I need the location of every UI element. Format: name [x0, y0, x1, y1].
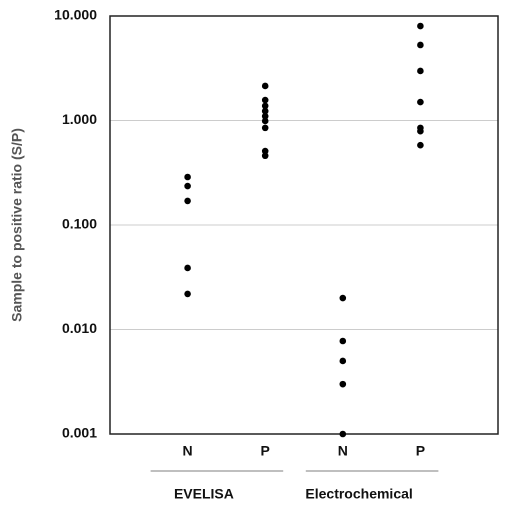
data-point: [417, 141, 424, 149]
x-tick-label: N: [338, 443, 348, 459]
data-point: [261, 117, 269, 125]
y-tick-label: 1.000: [62, 111, 97, 127]
data-point: [417, 67, 424, 75]
data-point: [261, 147, 269, 155]
data-point: [417, 22, 424, 30]
x-tick-label: P: [261, 443, 270, 459]
data-point: [261, 102, 269, 110]
x-tick-label: N: [183, 443, 193, 459]
data-point: [184, 264, 191, 272]
data-point: [417, 127, 424, 135]
y-tick-label: 10.000: [54, 7, 97, 23]
y-tick-label: 0.010: [62, 320, 97, 336]
data-point: [339, 430, 347, 438]
y-tick-label: 0.001: [62, 425, 97, 441]
data-point: [339, 294, 347, 302]
group-label: EVELISA: [174, 486, 234, 502]
data-point: [184, 182, 191, 190]
data-point: [261, 124, 269, 132]
plot-frame: [109, 15, 499, 435]
data-point: [417, 41, 424, 49]
data-point: [184, 197, 191, 205]
y-tick-label: 0.100: [62, 216, 97, 232]
data-point: [339, 380, 347, 388]
data-point: [339, 337, 347, 345]
data-point: [184, 290, 191, 298]
data-point: [261, 152, 269, 160]
data-point: [184, 173, 191, 181]
data-point: [261, 82, 269, 90]
data-point: [261, 107, 269, 115]
data-point: [339, 357, 347, 365]
data-point: [417, 98, 424, 106]
data-point: [261, 112, 269, 120]
y-axis-label: Sample to positive ratio (S/P): [9, 128, 25, 322]
data-point: [261, 96, 269, 104]
group-label: Electrochemical: [305, 486, 412, 502]
x-tick-label: P: [416, 443, 425, 459]
